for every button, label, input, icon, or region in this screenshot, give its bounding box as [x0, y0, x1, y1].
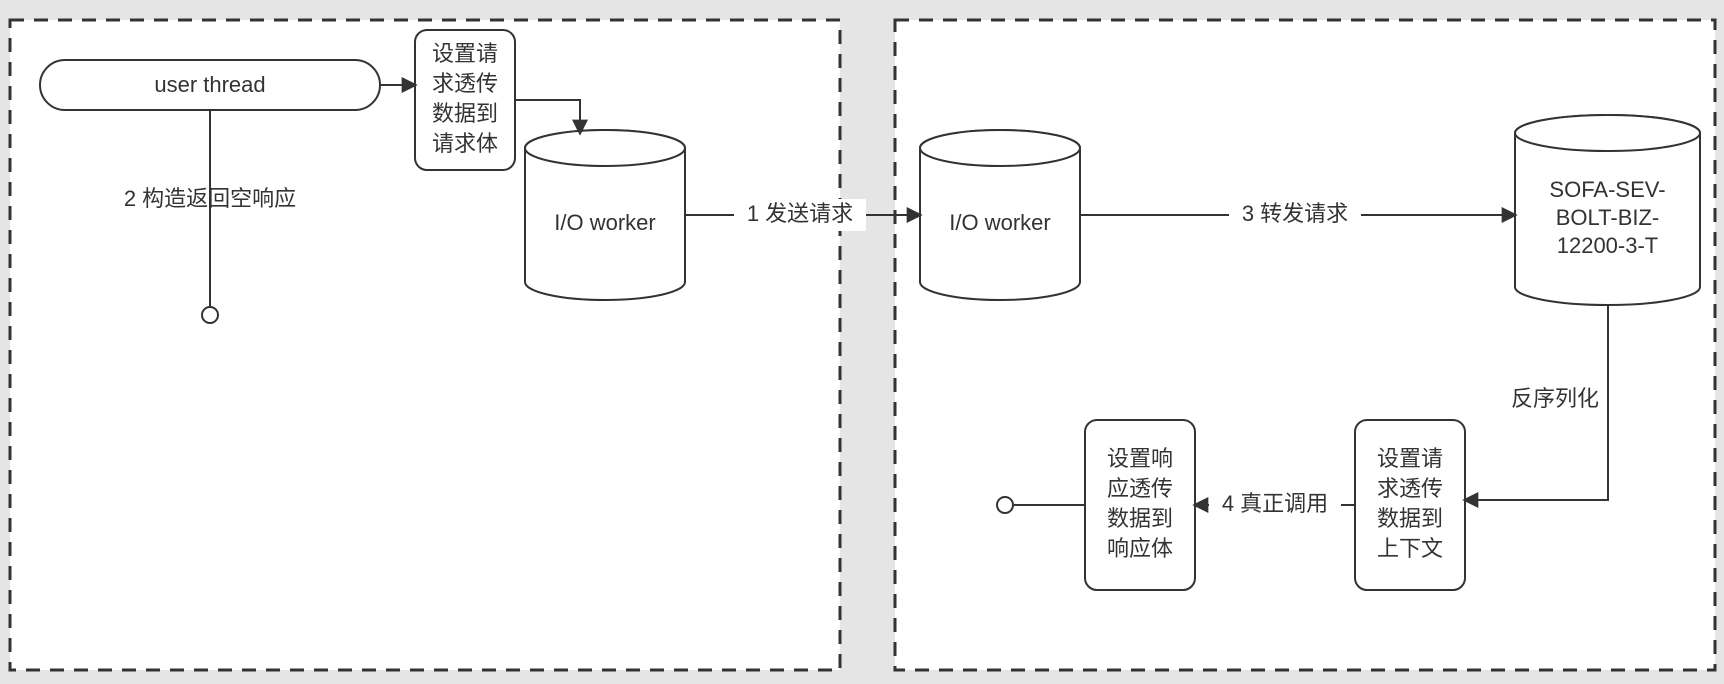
- svg-text:user thread: user thread: [154, 72, 265, 97]
- svg-text:数据到: 数据到: [432, 101, 498, 126]
- svg-text:数据到: 数据到: [1377, 506, 1443, 531]
- left_circle: [202, 307, 218, 323]
- svg-text:求透传: 求透传: [1377, 476, 1443, 501]
- e-deserialize-label: 反序列化: [1511, 386, 1599, 411]
- svg-text:BOLT-BIZ-: BOLT-BIZ-: [1556, 205, 1660, 230]
- svg-text:响应体: 响应体: [1107, 536, 1173, 561]
- set_req_to_body: 设置请求透传数据到请求体: [415, 30, 515, 170]
- e-send-req-label: 1 发送请求: [747, 201, 853, 226]
- svg-text:上下文: 上下文: [1377, 536, 1443, 561]
- svg-text:请求体: 请求体: [432, 131, 498, 156]
- set_req_to_ctx: 设置请求透传数据到上下文: [1355, 420, 1465, 590]
- e-real-call-label: 4 真正调用: [1222, 491, 1328, 516]
- io_worker_left: I/O worker: [525, 130, 685, 300]
- svg-text:I/O worker: I/O worker: [949, 210, 1050, 235]
- svg-text:12200-3-T: 12200-3-T: [1557, 233, 1659, 258]
- svg-text:SOFA-SEV-: SOFA-SEV-: [1549, 177, 1665, 202]
- e-user-down-label: 2 构造返回空响应: [124, 186, 296, 211]
- svg-text:设置响: 设置响: [1107, 446, 1173, 471]
- io_worker_right: I/O worker: [920, 130, 1080, 300]
- diagram-canvas: user thread设置请求透传数据到请求体I/O workerI/O wor…: [0, 0, 1724, 684]
- set_resp_to_body: 设置响应透传数据到响应体: [1085, 420, 1195, 590]
- svg-text:设置请: 设置请: [1377, 446, 1443, 471]
- right_circle: [997, 497, 1013, 513]
- svg-text:求透传: 求透传: [432, 71, 498, 96]
- svg-text:数据到: 数据到: [1107, 506, 1173, 531]
- svg-text:应透传: 应透传: [1107, 476, 1173, 501]
- svg-text:I/O worker: I/O worker: [554, 210, 655, 235]
- sofa_pool: SOFA-SEV- BOLT-BIZ- 12200-3-T: [1515, 115, 1700, 305]
- e-forward-req-label: 3 转发请求: [1242, 201, 1348, 226]
- user_thread: user thread: [40, 60, 380, 110]
- svg-text:设置请: 设置请: [432, 41, 498, 66]
